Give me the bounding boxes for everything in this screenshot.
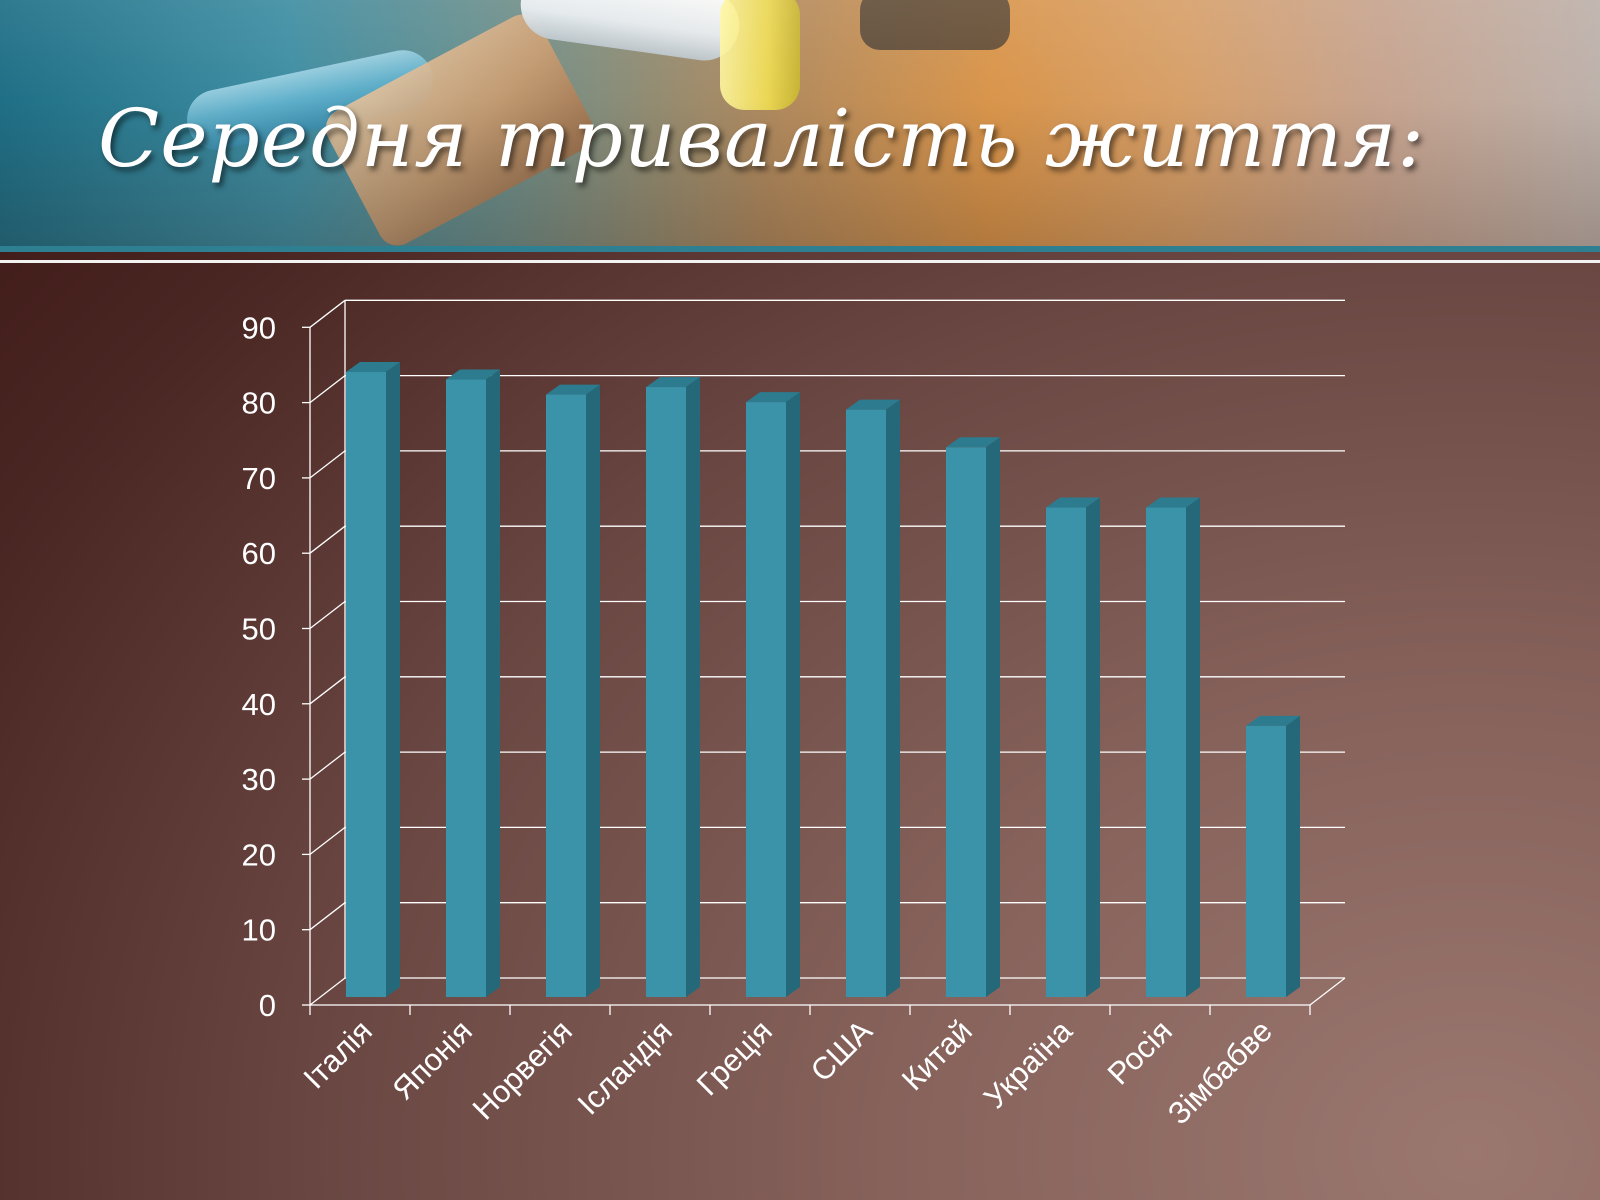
bar-top-0 xyxy=(346,362,400,373)
grid-diagonal-20 xyxy=(309,826,346,855)
y-tick-label-80: 80 xyxy=(242,386,276,421)
bar-2 xyxy=(546,394,586,998)
bar-7 xyxy=(1046,507,1086,997)
bar-1 xyxy=(446,379,486,997)
bar-side-8 xyxy=(1186,497,1200,997)
x-tick-label-5: США xyxy=(804,1013,880,1089)
header-banner: Середня тривалість життя: xyxy=(0,0,1600,248)
grid-diagonal-50 xyxy=(309,600,346,630)
grid-diagonal-30 xyxy=(309,751,346,780)
x-tick-label-1: Японія xyxy=(385,1013,478,1106)
grid-diagonal-70 xyxy=(309,450,346,479)
bar-side-9 xyxy=(1286,715,1300,997)
bar-side-6 xyxy=(986,437,1000,997)
y-tick-label-90: 90 xyxy=(242,310,276,345)
y-tick-label-70: 70 xyxy=(242,461,276,496)
x-tick-label-2: Норвегія xyxy=(466,1013,579,1126)
y-tick-label-50: 50 xyxy=(242,612,276,647)
bar-top-9 xyxy=(1246,715,1300,726)
y-tick-label-40: 40 xyxy=(242,687,276,722)
bar-side-2 xyxy=(586,384,600,998)
x-axis-floor-edge xyxy=(1309,977,1346,1006)
header-shade xyxy=(0,0,1600,248)
bar-top-8 xyxy=(1146,497,1200,508)
grid-diagonal-60 xyxy=(309,525,346,554)
bar-6 xyxy=(946,447,986,997)
grid-diagonal-40 xyxy=(309,676,346,705)
bar-top-3 xyxy=(646,377,700,388)
x-tick-label-7: Україна xyxy=(977,1013,1080,1116)
bar-side-7 xyxy=(1086,497,1100,997)
grid-diagonal-0 xyxy=(309,977,346,1006)
bar-side-3 xyxy=(686,377,700,997)
bar-side-4 xyxy=(786,392,800,997)
bar-side-1 xyxy=(486,369,500,997)
bar-8 xyxy=(1146,507,1186,997)
dark-object-decoration xyxy=(860,0,1010,50)
grid-diagonal-10 xyxy=(309,902,346,931)
x-tick-label-6: Китай xyxy=(895,1013,979,1097)
x-tick-label-4: Греція xyxy=(690,1013,779,1102)
bar-side-0 xyxy=(386,362,400,997)
bar-top-1 xyxy=(446,369,500,380)
bar-side-5 xyxy=(886,399,900,997)
bar-5 xyxy=(846,409,886,997)
bar-3 xyxy=(646,387,686,997)
slide-title: Середня тривалість життя: xyxy=(98,92,1426,185)
x-tick-label-9: Зімбабве xyxy=(1161,1013,1279,1131)
header-separator-white xyxy=(0,260,1600,263)
bar-top-6 xyxy=(946,437,1000,448)
header-separator-teal xyxy=(0,246,1600,252)
bar-top-5 xyxy=(846,399,900,410)
y-tick-label-10: 10 xyxy=(242,913,276,948)
y-tick-label-30: 30 xyxy=(242,762,276,797)
y-tick-label-20: 20 xyxy=(242,837,276,872)
yellow-chalk-decoration xyxy=(720,0,800,110)
bar-0 xyxy=(346,372,386,997)
x-tick-label-0: Італія xyxy=(297,1013,379,1095)
bar-9 xyxy=(1246,725,1286,997)
x-tick-label-3: Ісландія xyxy=(571,1013,679,1121)
y-tick-label-60: 60 xyxy=(242,536,276,571)
bar-top-7 xyxy=(1046,497,1100,508)
bar-4 xyxy=(746,402,786,997)
bar-top-2 xyxy=(546,384,600,395)
bar-top-4 xyxy=(746,392,800,403)
y-tick-label-0: 0 xyxy=(259,988,276,1023)
grid-diagonal-90 xyxy=(309,299,346,328)
grid-diagonal-80 xyxy=(309,375,346,404)
x-tick-label-8: Росія xyxy=(1101,1013,1179,1091)
